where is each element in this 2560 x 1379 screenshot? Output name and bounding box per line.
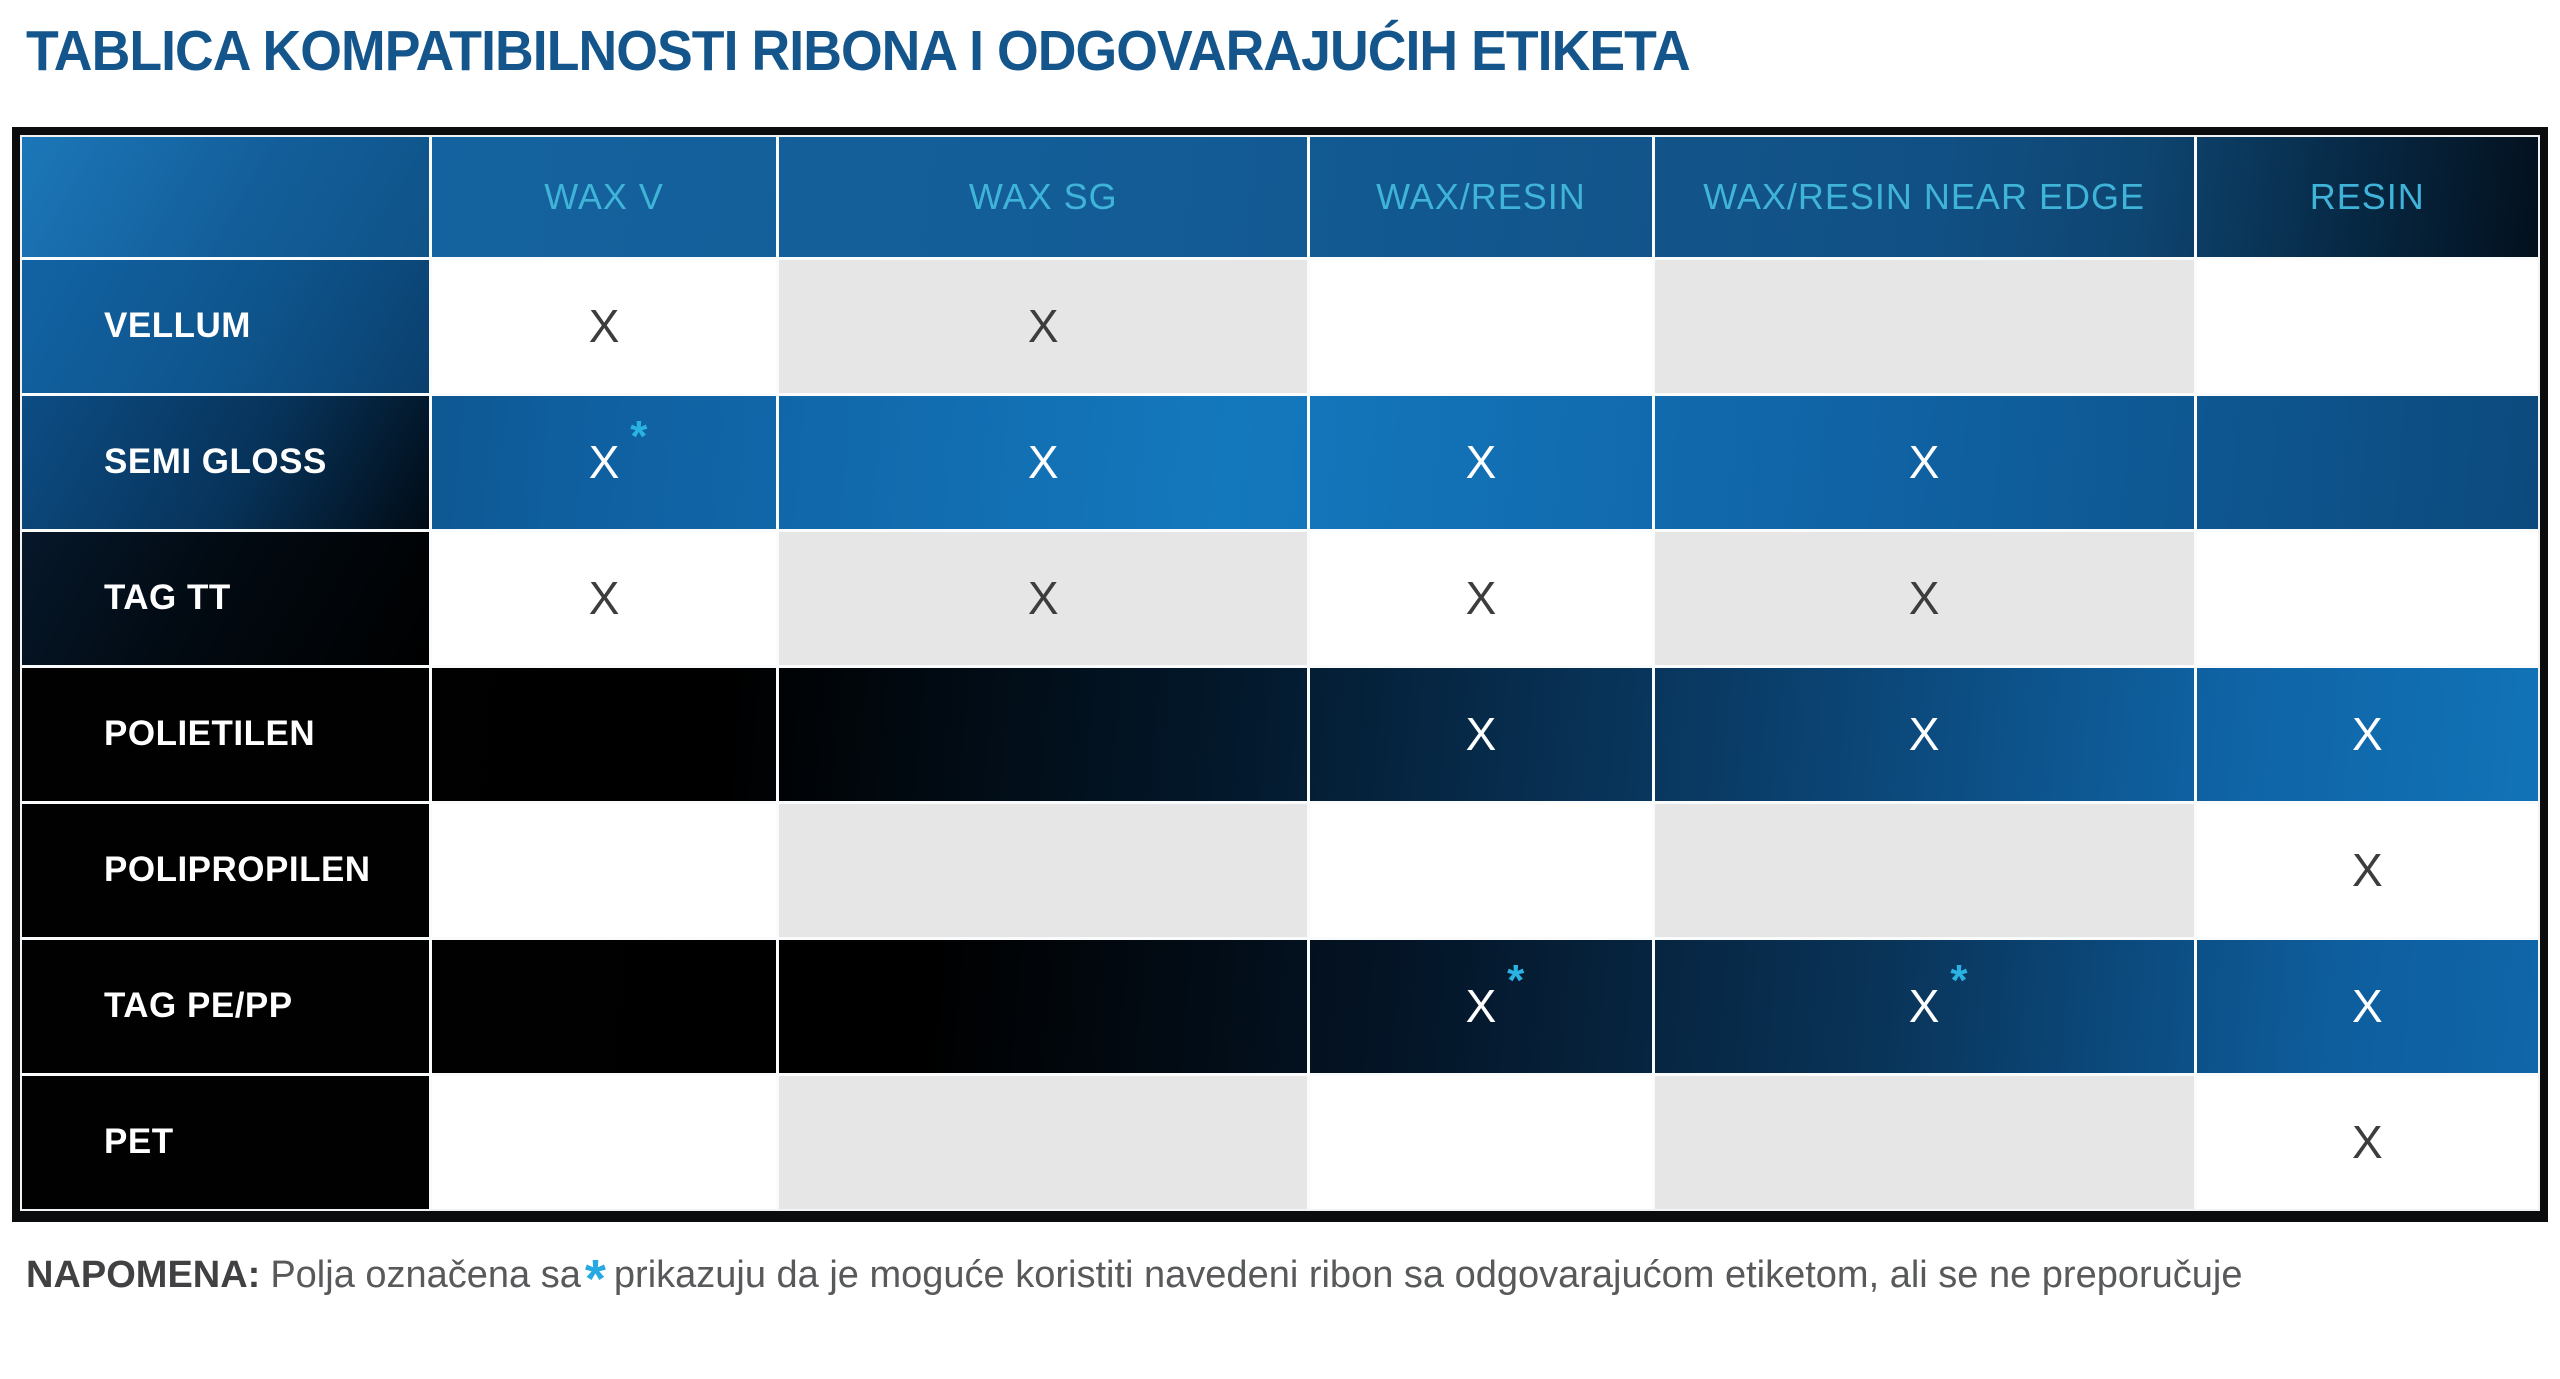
compatibility-x-mark: X *	[1908, 956, 1968, 1033]
cell-tag-pe-pp-wax-sg	[779, 939, 1311, 1073]
cell-vellum-wax-resin	[1310, 259, 1655, 393]
compatibility-x-mark: X *	[1465, 956, 1525, 1033]
cell-tag-pe-pp-wax-resin: X *	[1310, 939, 1655, 1073]
table-row-polietilen: POLIETILEN X X X	[22, 664, 2538, 801]
compatibility-x-mark: X	[588, 572, 620, 625]
cell-semi-gloss-wax-resin: X	[1310, 395, 1655, 529]
row-label-vellum: VELLUM	[22, 259, 432, 393]
column-header-wax-v: WAX V	[432, 136, 780, 257]
cell-pet-resin: X	[2196, 1075, 2538, 1209]
column-header-wax-sg: WAX SG	[779, 136, 1311, 257]
cell-semi-gloss-wax-resin-near-edge: X	[1655, 395, 2197, 529]
compatibility-x-mark: X	[2351, 708, 2383, 761]
table-row-vellum: VELLUM X X	[22, 256, 2538, 393]
cell-vellum-wax-resin-near-edge	[1654, 259, 2197, 393]
compatibility-x-mark: X	[1908, 436, 1940, 489]
cell-polipropilen-wax-resin-near-edge	[1654, 803, 2197, 937]
cell-vellum-resin	[2196, 259, 2538, 393]
asterisk-marker: *	[1507, 956, 1525, 1006]
cell-pet-wax-resin	[1310, 1075, 1655, 1209]
row-label-semi-gloss: SEMI GLOSS	[22, 395, 432, 529]
table-row-tag-pe-pp: TAG PE/PP X * X * X	[22, 936, 2538, 1073]
footnote-text-after-star: prikazuju da je moguće koristiti naveden…	[613, 1253, 2243, 1296]
cell-vellum-wax-v: X	[431, 259, 780, 393]
compatibility-x-mark: X	[1908, 572, 1940, 625]
compatibility-x-mark: X	[1908, 708, 1940, 761]
page-title: TABLICA KOMPATIBILNOSTI RIBONA I ODGOVAR…	[26, 20, 2560, 83]
row-label-pet: PET	[22, 1075, 432, 1209]
cell-tag-pe-pp-wax-resin-near-edge: X *	[1655, 939, 2197, 1073]
compatibility-table: WAX V WAX SG WAX/RESIN WAX/RESIN NEAR EDGE R…	[20, 134, 2540, 1211]
cell-polietilen-wax-resin: X	[1310, 667, 1655, 801]
header-corner-cell	[22, 136, 432, 257]
cell-polietilen-wax-resin-near-edge: X	[1655, 667, 2197, 801]
cell-polipropilen-wax-sg	[779, 803, 1311, 937]
compatibility-x-mark: X	[1465, 436, 1497, 489]
cell-pet-wax-sg	[779, 1075, 1311, 1209]
compatibility-x-mark: X	[1465, 572, 1497, 625]
cell-polipropilen-wax-v	[431, 803, 780, 937]
cell-tag-tt-wax-v: X	[431, 531, 780, 665]
compatibility-table-frame: WAX V WAX SG WAX/RESIN WAX/RESIN NEAR EDGE R…	[12, 126, 2548, 1222]
asterisk-marker: *	[630, 412, 648, 462]
row-label-tag-pe-pp: TAG PE/PP	[22, 939, 432, 1073]
row-label-polietilen: POLIETILEN	[22, 667, 432, 801]
cell-tag-pe-pp-resin: X	[2197, 940, 2538, 1073]
table-row-polipropilen: POLIPROPILEN X	[22, 800, 2538, 937]
row-label-tag-tt: TAG TT	[22, 531, 432, 665]
cell-tag-tt-wax-sg: X	[779, 531, 1311, 665]
table-row-pet: PET X	[22, 1072, 2538, 1209]
compatibility-x-mark: X	[1027, 572, 1059, 625]
table-row-semi-gloss: SEMI GLOSS X * X X X	[22, 392, 2538, 529]
cell-pet-wax-v	[431, 1075, 780, 1209]
table-header-row: WAX V WAX SG WAX/RESIN WAX/RESIN NEAR EDGE R…	[22, 136, 2538, 257]
compatibility-x-mark: X	[2351, 1116, 2383, 1169]
compatibility-x-mark: X *	[588, 412, 648, 489]
footnote-text-before-star: Polja označena sa	[270, 1253, 581, 1296]
column-header-wax-resin-near-edge: WAX/RESIN NEAR EDGE	[1655, 136, 2197, 257]
cell-tag-pe-pp-wax-v	[432, 939, 780, 1073]
footnote: NAPOMENA: Polja označena sa* prikazuju da …	[26, 1248, 2243, 1309]
table-row-tag-tt: TAG TT X X X X	[22, 528, 2538, 665]
cell-semi-gloss-resin	[2197, 396, 2538, 529]
cell-pet-wax-resin-near-edge	[1654, 1075, 2197, 1209]
cell-tag-tt-wax-resin: X	[1310, 531, 1655, 665]
cell-semi-gloss-wax-v: X *	[432, 395, 780, 529]
compatibility-x-mark: X	[1465, 708, 1497, 761]
cell-polipropilen-wax-resin	[1310, 803, 1655, 937]
compatibility-x-mark: X	[2351, 980, 2383, 1033]
compatibility-x-mark: X	[588, 300, 620, 353]
asterisk-marker: *	[1950, 956, 1968, 1006]
column-header-wax-resin: WAX/RESIN	[1310, 136, 1655, 257]
cell-vellum-wax-sg: X	[779, 259, 1311, 393]
compatibility-x-mark: X	[1027, 436, 1059, 489]
footnote-label: NAPOMENA:	[26, 1253, 261, 1296]
cell-tag-tt-resin	[2196, 531, 2538, 665]
cell-polietilen-wax-v	[432, 667, 780, 801]
cell-tag-tt-wax-resin-near-edge: X	[1654, 531, 2197, 665]
cell-polietilen-resin: X	[2197, 668, 2538, 801]
column-header-resin: RESIN	[2309, 175, 2425, 217]
row-label-polipropilen: POLIPROPILEN	[22, 803, 432, 937]
compatibility-x-mark: X	[2351, 844, 2383, 897]
cell-polipropilen-resin: X	[2196, 803, 2538, 937]
compatibility-x-mark: X	[1027, 300, 1059, 353]
cell-semi-gloss-wax-sg: X	[779, 395, 1311, 529]
cell-polietilen-wax-sg	[779, 667, 1311, 801]
page-title-text: TABLICA KOMPATIBILNOSTI RIBONA I ODGOVAR…	[26, 19, 1691, 83]
